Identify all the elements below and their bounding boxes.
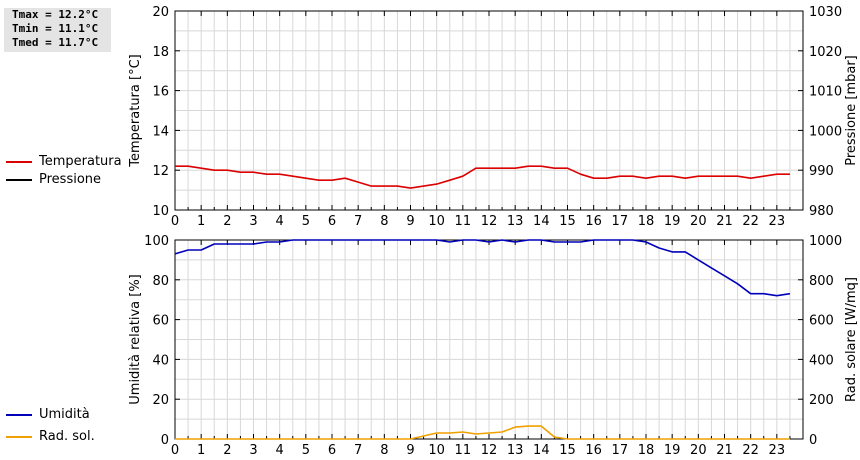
x-tick-label: 19 — [664, 443, 681, 458]
y-tick-label: 80 — [152, 274, 169, 289]
y2-tick-label: 980 — [809, 204, 834, 219]
x-tick-label: 20 — [690, 214, 707, 229]
y2-tick-label: 0 — [809, 433, 817, 448]
x-tick-label: 16 — [585, 214, 602, 229]
x-tick-label: 5 — [302, 443, 310, 458]
y-tick-label: 20 — [152, 393, 169, 408]
x-tick-label: 0 — [171, 443, 179, 458]
x-tick-label: 22 — [742, 443, 759, 458]
y-tick-label: 12 — [152, 164, 169, 179]
legend-swatch-temperatura — [6, 161, 32, 163]
y-tick-label: 60 — [152, 314, 169, 329]
x-tick-label: 16 — [585, 443, 602, 458]
legend-swatch-rad-sol — [6, 436, 32, 438]
x-tick-label: 20 — [690, 443, 707, 458]
chart-panel-2: 0 1 2 3 4 5 6 7 8 9 10 11 12 13 14 15 16 17 18 19 20 21 22 2302… — [128, 234, 859, 458]
x-tick-label: 6 — [328, 443, 336, 458]
x-tick-label: 9 — [406, 214, 414, 229]
tmax-label: Tmax = 12.2°C — [12, 8, 99, 21]
x-tick-label: 17 — [612, 443, 629, 458]
x-tick-label: 2 — [223, 443, 231, 458]
y-axis-title: Umidità relativa [%] — [128, 274, 143, 404]
y2-tick-label: 200 — [809, 393, 834, 408]
y2-axis-title: Rad. solare [W/mq] — [844, 277, 859, 402]
x-tick-label: 11 — [455, 214, 472, 229]
x-tick-label: 15 — [559, 214, 576, 229]
x-tick-label: 8 — [380, 443, 388, 458]
x-tick-label: 21 — [716, 214, 733, 229]
legend-item-umidita: Umidità — [6, 406, 126, 424]
y-tick-label: 10 — [152, 204, 169, 219]
y-tick-label: 20 — [152, 5, 169, 20]
x-tick-label: 15 — [559, 443, 576, 458]
y2-tick-label: 1000 — [809, 234, 842, 249]
legend-swatch-pressione — [6, 179, 32, 181]
x-tick-label: 23 — [769, 214, 786, 229]
x-tick-label: 12 — [481, 443, 498, 458]
y2-tick-label: 1030 — [809, 5, 842, 20]
x-tick-label: 5 — [302, 214, 310, 229]
x-tick-label: 11 — [455, 443, 472, 458]
x-tick-label: 10 — [428, 443, 445, 458]
y-tick-label: 100 — [144, 234, 169, 249]
y2-axis-title: Pressione [mbar] — [844, 55, 859, 166]
legend-swatch-umidita — [6, 414, 32, 416]
legend-label-umidita: Umidità — [39, 407, 90, 422]
tmin-label: Tmin = 11.1°C — [12, 22, 99, 35]
x-tick-label: 3 — [249, 214, 257, 229]
series-line-umidit- — [174, 239, 791, 297]
x-tick-label: 4 — [276, 443, 284, 458]
y-tick-label: 18 — [152, 45, 169, 60]
x-tick-label: 19 — [664, 214, 681, 229]
x-tick-label: 10 — [428, 214, 445, 229]
y2-tick-label: 1000 — [809, 124, 842, 139]
tmed-label: Tmed = 11.7°C — [12, 36, 99, 49]
x-tick-label: 3 — [249, 443, 257, 458]
y2-tick-label: 990 — [809, 164, 834, 179]
y2-tick-label: 800 — [809, 274, 834, 289]
x-tick-label: 18 — [638, 443, 655, 458]
y2-tick-label: 1010 — [809, 85, 842, 100]
y-tick-label: 40 — [152, 353, 169, 368]
x-tick-label: 18 — [638, 214, 655, 229]
x-tick-label: 7 — [354, 443, 362, 458]
x-tick-label: 23 — [769, 443, 786, 458]
x-tick-label: 4 — [276, 214, 284, 229]
x-tick-label: 13 — [507, 443, 524, 458]
y2-tick-label: 1020 — [809, 45, 842, 60]
x-tick-label: 14 — [533, 443, 550, 458]
x-tick-label: 14 — [533, 214, 550, 229]
stats-box: Tmax = 12.2°C Tmin = 11.1°C Tmed = 11.7°… — [4, 8, 111, 52]
legend-item-rad-sol: Rad. sol. — [6, 428, 126, 446]
legend-label-rad-sol: Rad. sol. — [39, 429, 95, 444]
x-tick-label: 0 — [171, 214, 179, 229]
chart-panel-1: 0 1 2 3 4 5 6 7 8 9 10 11 12 13 14 15 16 17 18 19 20 21 22 2310… — [128, 5, 859, 229]
series-line-temperatura — [175, 165, 790, 189]
series-line-rad-sol- — [175, 425, 790, 440]
legend-label-temperatura: Temperatura — [39, 154, 122, 169]
x-tick-label: 9 — [406, 443, 414, 458]
x-tick-label: 8 — [380, 214, 388, 229]
x-tick-label: 12 — [481, 214, 498, 229]
x-tick-label: 2 — [223, 214, 231, 229]
y-tick-label: 16 — [152, 85, 169, 100]
y-axis-title: Temperatura [°C] — [128, 54, 143, 167]
x-tick-label: 13 — [507, 214, 524, 229]
y2-tick-label: 400 — [809, 353, 834, 368]
y-tick-label: 14 — [152, 124, 169, 139]
x-tick-label: 22 — [742, 214, 759, 229]
x-tick-label: 6 — [328, 214, 336, 229]
x-tick-label: 17 — [612, 214, 629, 229]
legend-label-pressione: Pressione — [39, 172, 102, 187]
x-tick-label: 1 — [197, 214, 205, 229]
y2-tick-label: 600 — [809, 314, 834, 329]
y-tick-label: 0 — [161, 433, 169, 448]
x-tick-label: 21 — [716, 443, 733, 458]
x-tick-label: 1 — [197, 443, 205, 458]
x-tick-label: 7 — [354, 214, 362, 229]
